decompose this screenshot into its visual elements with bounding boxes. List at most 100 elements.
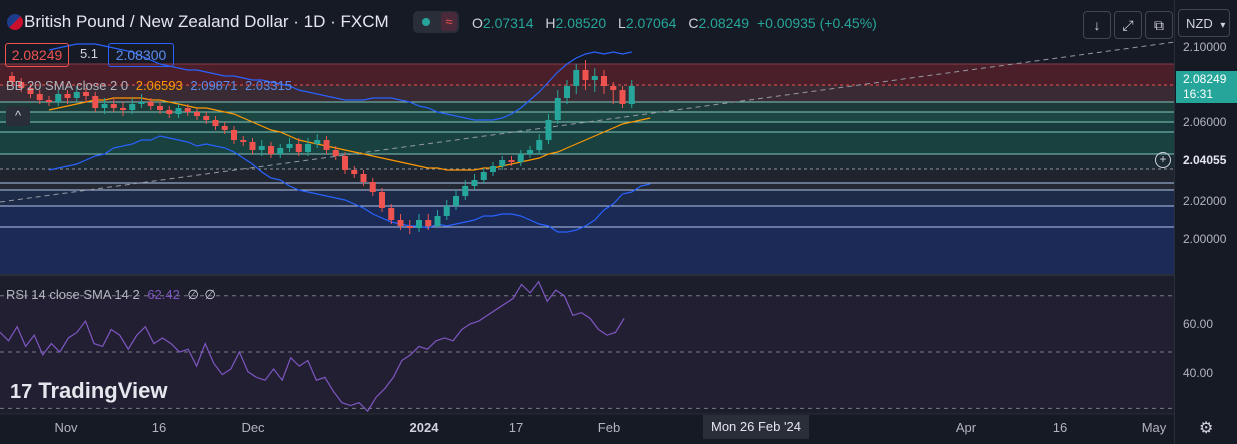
bollinger-legend[interactable]: BB 20 SMA close 2 0 2.06593 2.09871 2.03… bbox=[6, 78, 292, 93]
candle-body bbox=[628, 86, 635, 104]
candle-body bbox=[406, 226, 413, 228]
candle-body bbox=[536, 140, 543, 150]
zone-band bbox=[0, 190, 1175, 206]
candle-body bbox=[194, 112, 200, 116]
settings-gear-icon[interactable]: ⚙ bbox=[1199, 420, 1214, 437]
candle-body bbox=[295, 144, 302, 152]
candle-body bbox=[268, 146, 274, 154]
open-value: 2.07314 bbox=[482, 15, 534, 31]
time-tick: 16 bbox=[1052, 420, 1068, 435]
candle-body bbox=[332, 150, 339, 156]
market-open-dot-icon bbox=[422, 18, 430, 26]
candle-body bbox=[73, 92, 80, 98]
candle-body bbox=[110, 104, 117, 108]
candle-body bbox=[138, 102, 145, 104]
candle-body bbox=[305, 144, 311, 152]
candle-body bbox=[360, 174, 367, 182]
candle-body bbox=[55, 94, 62, 102]
fullscreen-button[interactable]: ⤢ bbox=[1114, 11, 1142, 39]
high-label: H bbox=[545, 15, 556, 31]
collapse-legend-button[interactable]: ^ bbox=[6, 106, 30, 126]
candle-body bbox=[388, 208, 395, 220]
bb-basis-line bbox=[48, 97, 651, 171]
ohlc-readout: O2.07314 H2.08520 L2.07064 C2.08249 +0.0… bbox=[472, 15, 877, 31]
price-tick: 2.06000 bbox=[1183, 115, 1227, 129]
candle-body bbox=[369, 182, 376, 192]
screenshot-button[interactable]: ⧉ bbox=[1145, 11, 1173, 39]
zone-band bbox=[0, 183, 1175, 190]
candle-body bbox=[286, 144, 293, 148]
currency-pair-flag-icon bbox=[7, 14, 23, 30]
bb-lower-value: 2.03315 bbox=[245, 78, 292, 93]
candle-body bbox=[18, 82, 25, 88]
buy-button[interactable]: 2.08300 bbox=[108, 43, 174, 67]
price-tick: 2.10000 bbox=[1183, 40, 1227, 54]
candle-body bbox=[203, 116, 210, 120]
candle-body bbox=[573, 70, 580, 86]
candle-body bbox=[277, 148, 284, 154]
candle-body bbox=[397, 220, 404, 226]
time-tick: Feb bbox=[597, 420, 621, 435]
zone-band bbox=[0, 169, 1175, 183]
candle-body bbox=[564, 86, 570, 98]
add-alert-plus-icon[interactable]: + bbox=[1155, 152, 1171, 168]
candle-body bbox=[416, 220, 422, 228]
download-button[interactable]: ↓ bbox=[1083, 11, 1111, 39]
candle-body bbox=[221, 126, 228, 130]
candle-body bbox=[425, 220, 432, 226]
candle-body bbox=[27, 88, 34, 94]
currency-select[interactable]: NZD ▾ bbox=[1178, 9, 1230, 37]
candle-body bbox=[490, 166, 496, 172]
candle-body bbox=[175, 108, 182, 114]
candle-body bbox=[147, 102, 154, 106]
bb-upper-line bbox=[48, 43, 632, 121]
candle-body bbox=[240, 140, 247, 142]
low-label: L bbox=[618, 15, 626, 31]
currency-value: NZD bbox=[1186, 16, 1213, 31]
sell-button[interactable]: 2.08249 bbox=[5, 43, 69, 67]
bar-countdown: 16:31 bbox=[1183, 87, 1214, 101]
zone-band bbox=[0, 227, 1175, 274]
price-tick: 2.00000 bbox=[1183, 232, 1227, 246]
close-value: 2.08249 bbox=[698, 15, 750, 31]
spread-value: 5.1 bbox=[79, 46, 99, 61]
fullscreen-icon: ⤢ bbox=[1122, 17, 1134, 33]
zone-band bbox=[0, 132, 1175, 154]
tradingview-mark-icon: 17 bbox=[10, 381, 33, 403]
open-label: O bbox=[472, 15, 483, 31]
change-value: +0.00935 (+0.45%) bbox=[756, 15, 877, 31]
candle-body bbox=[129, 104, 136, 110]
candle-body bbox=[101, 104, 108, 108]
bb-label: BB 20 SMA close 2 0 bbox=[6, 78, 129, 93]
candle-body bbox=[527, 150, 533, 154]
candle-body bbox=[120, 108, 126, 110]
zone-band bbox=[0, 154, 1175, 169]
candle-body bbox=[323, 140, 330, 150]
last-price-tag: 2.08249 16:31 bbox=[1176, 71, 1237, 103]
candle-body bbox=[601, 76, 607, 86]
candle-body bbox=[314, 140, 321, 144]
bb-basis-value: 2.06593 bbox=[135, 78, 183, 93]
bb-lower-line bbox=[48, 135, 651, 233]
rsi-legend[interactable]: RSI 14 close SMA 14 2 62.42 ∅ ∅ bbox=[6, 287, 216, 303]
candle-body bbox=[610, 86, 617, 90]
bb-upper-value: 2.09871 bbox=[190, 78, 238, 93]
tradingview-logo[interactable]: 17 TradingView bbox=[10, 378, 167, 404]
logo-text: TradingView bbox=[38, 378, 168, 403]
candle-body bbox=[554, 98, 561, 120]
zone-band bbox=[0, 206, 1175, 227]
candle-body bbox=[471, 180, 478, 186]
delayed-data-icon: ≈ bbox=[441, 12, 457, 31]
price-chart[interactable] bbox=[0, 0, 1175, 444]
candle-body bbox=[258, 146, 265, 150]
candle-body bbox=[184, 108, 191, 112]
crosshair-date-tag: Mon 26 Feb '24 bbox=[703, 415, 809, 439]
chevron-up-icon: ^ bbox=[14, 108, 22, 123]
candle-body bbox=[619, 90, 626, 104]
candle-body bbox=[46, 100, 52, 102]
candle-body bbox=[9, 76, 15, 82]
candle-body bbox=[92, 96, 99, 108]
rsi-line bbox=[0, 280, 625, 413]
symbol-title[interactable]: British Pound / New Zealand Dollar · 1D … bbox=[24, 12, 389, 31]
candle-body bbox=[212, 120, 219, 126]
